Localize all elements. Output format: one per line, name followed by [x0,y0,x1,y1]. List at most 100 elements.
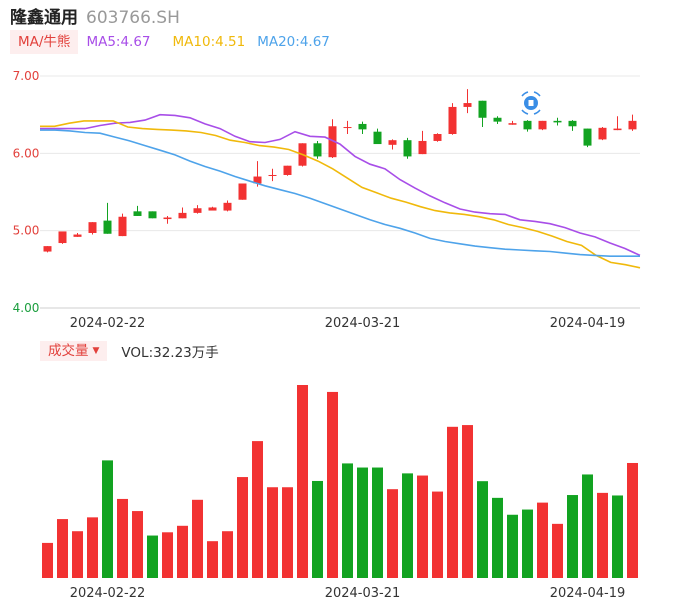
volume-bar [552,523,563,578]
candle [463,89,472,114]
candle [628,114,637,131]
candle [268,168,277,182]
price-x-axis: 2024-02-22 2024-03-21 2024-04-19 [70,316,626,331]
candle [448,103,457,135]
price-y-tick-label: 5.00 [13,224,40,238]
candle [373,128,382,145]
volume-legend: 成交量 ▼ VOL:32.23万手 [40,341,219,361]
volume-bar [537,502,548,578]
volume-bar [222,531,233,578]
candle [358,121,367,134]
volume-bar [72,531,83,578]
candle [508,120,517,125]
candle [418,130,427,155]
candle [493,116,502,124]
candle [598,127,607,141]
volume-bar [372,467,383,578]
volume-x-axis: 2024-02-22 2024-03-21 2024-04-19 [70,586,626,601]
candle [238,183,247,200]
candle [88,222,97,235]
volume-bar [87,517,98,578]
candle [253,161,262,187]
volume-bar [417,475,428,578]
candle [73,232,82,237]
volume-bar [612,495,623,578]
volume-bar [507,514,518,578]
volume-bar [627,462,638,578]
candle [133,205,142,216]
stock-code: 603766.SH [86,8,180,28]
price-y-tick-label: 4.00 [13,301,40,315]
volume-bar [597,492,608,578]
volume-bars [42,385,638,578]
volume-bar [582,474,593,578]
ma10-legend: MA10:4.51 [172,34,246,50]
stock-name: 隆鑫通用 [10,8,78,28]
candle [178,207,187,219]
volume-bar [492,497,503,578]
volume-bar [282,487,293,578]
volume-bar [462,425,473,578]
volume-bar [432,491,443,578]
volume-bar [42,542,53,578]
candle [163,215,172,224]
ma5-legend: MA5:4.67 [86,34,151,50]
ma10-line [40,120,641,269]
volume-bar [237,477,248,578]
volume-bar [402,473,413,578]
candle [148,211,157,219]
volume-indicator-selector[interactable]: 成交量 ▼ [40,341,108,361]
candle [538,120,547,131]
candle [478,100,487,128]
candle [313,140,322,159]
ma-legend: MA/牛熊 MA5:4.67 MA10:4.51 MA20:4.67 [10,30,330,54]
ma5-line [40,113,641,257]
volume-bar [57,519,68,578]
volume-bar [252,441,263,578]
candle [583,128,592,148]
candle [43,246,52,253]
volume-bar [267,487,278,578]
ma-indicator-selector[interactable]: MA/牛熊 [10,30,79,54]
candle [103,202,112,234]
volume-bar [117,498,128,578]
candle [223,200,232,212]
volume-bar [177,525,188,578]
volume-x-tick-label: 2024-04-19 [550,586,626,601]
price-x-tick-label: 2024-02-22 [70,316,146,331]
candle [553,117,562,126]
volume-bar [102,460,113,578]
candle [523,120,532,132]
volume-bar [357,467,368,578]
volume-bar [312,480,323,578]
price-x-tick-label: 2024-04-19 [550,316,626,331]
candle [613,116,622,131]
volume-bar [297,385,308,578]
volume-bar [477,481,488,578]
flag-marker-icon[interactable] [521,91,541,115]
price-y-tick-label: 7.00 [13,69,40,83]
price-y-axis: 7.00 6.00 5.00 4.00 [13,69,640,315]
volume-bar [207,541,218,578]
page-title: 隆鑫通用 603766.SH [10,3,180,28]
candle [328,119,337,158]
candle [118,213,127,237]
volume-value: VOL:32.23万手 [121,345,219,361]
price-grid [40,75,640,309]
price-y-tick-label: 6.00 [13,146,40,160]
candle [388,139,397,150]
volume-bar [522,509,533,578]
volume-x-tick-label: 2024-02-22 [70,586,146,601]
candle [403,137,412,159]
volume-bar [132,511,143,578]
dropdown-triangle-icon: ▼ [92,346,100,356]
ma-lines [40,113,641,269]
volume-bar [387,489,398,578]
volume-bar [147,535,158,578]
candle [433,133,442,142]
volume-bar [327,391,338,578]
ma20-line [40,129,640,258]
candle [193,205,202,214]
volume-bar [342,463,353,578]
volume-bar [192,499,203,578]
